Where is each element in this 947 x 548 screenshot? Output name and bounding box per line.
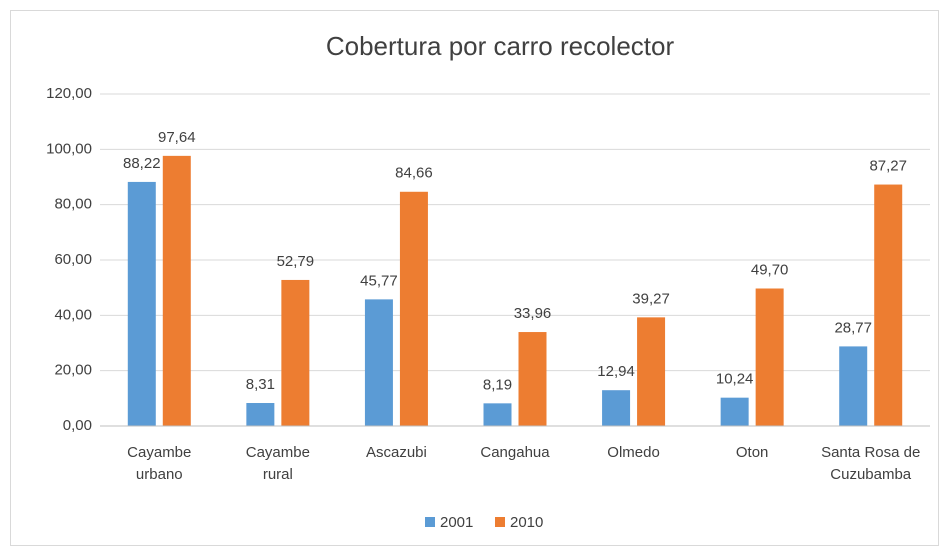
chart-title: Cobertura por carro recolector [326,31,675,61]
data-label: 52,79 [277,253,315,270]
x-tick-label: Olmedo [607,444,660,461]
data-label: 33,96 [514,305,552,322]
data-label: 8,19 [483,376,512,393]
y-tick-label: 20,00 [54,362,92,379]
y-tick-label: 80,00 [54,196,92,213]
data-label: 49,70 [751,261,789,278]
data-label: 97,64 [158,129,196,146]
y-tick-label: 40,00 [54,306,92,323]
y-tick-label: 100,00 [46,140,92,157]
y-tick-label: 120,00 [46,85,92,102]
x-tick-label: Santa Rosa de Cuzubamba [821,444,920,483]
bar [874,184,903,426]
data-label: 87,27 [869,158,907,175]
bar [755,288,784,426]
data-label: 8,31 [246,376,275,393]
x-tick-label: Ascazubi [366,444,427,461]
data-label: 39,27 [632,290,670,307]
y-tick-label: 60,00 [54,251,92,268]
data-label: 12,94 [597,363,635,380]
x-tick-label: Cayambe rural [246,444,310,483]
x-tick-label: Oton [736,444,769,461]
bar [839,346,868,426]
bar [518,332,547,426]
bar [162,155,191,426]
bar [602,390,631,426]
legend-label: 2010 [510,514,543,531]
data-label: 10,24 [716,371,754,388]
bar [246,403,275,426]
bar [364,299,393,426]
y-tick-label: 0,00 [63,417,92,434]
bar [637,317,666,426]
bar [720,397,749,426]
data-label: 88,22 [123,155,161,172]
x-tick-label: Cayambe urbano [127,444,191,483]
legend-label: 2001 [440,514,473,531]
bar [281,279,310,426]
legend-swatch [495,517,505,527]
data-label: 28,77 [834,319,872,336]
data-label: 84,66 [395,165,433,182]
data-label: 45,77 [360,272,398,289]
x-tick-label: Cangahua [480,444,550,461]
bar [483,403,512,426]
bar [399,191,428,426]
legend-swatch [425,517,435,527]
bar [127,181,156,426]
